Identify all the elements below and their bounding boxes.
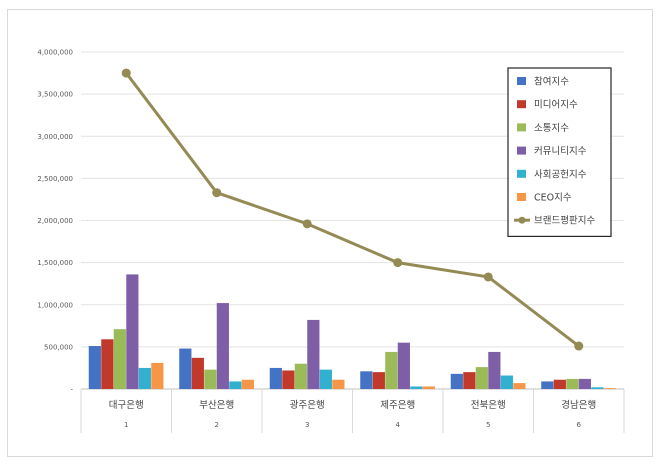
bar	[463, 372, 476, 389]
legend-label: 브랜드평판지수	[534, 216, 595, 227]
bar	[332, 379, 345, 389]
y-axis-ticks: - 500,000 1,000,000 1,500,000 2,000,000 2,500…	[37, 49, 73, 394]
legend-label: 소통지수	[534, 123, 569, 134]
bar	[578, 378, 591, 389]
x-index-label: 6	[577, 421, 582, 429]
y-tick-label: 500,000	[44, 343, 73, 351]
legend-label: 사회공헌지수	[534, 169, 587, 180]
brand-line-path	[125, 72, 580, 348]
bar	[591, 387, 604, 389]
bar	[294, 363, 307, 389]
legend-label: CEO지수	[534, 193, 572, 204]
bar	[603, 388, 616, 389]
x-index-label: 4	[396, 421, 401, 429]
x-index-label: 5	[486, 421, 490, 429]
bar	[450, 373, 463, 389]
brand-line-point	[483, 272, 493, 282]
legend-swatch	[517, 193, 526, 201]
x-category-label: 광주은행	[290, 399, 325, 411]
legend-label: 참여지수	[534, 76, 569, 88]
bar	[513, 383, 526, 389]
bar	[385, 351, 398, 389]
legend-swatch	[517, 123, 526, 132]
x-index-label: 3	[305, 421, 309, 429]
bar	[500, 375, 513, 389]
gridlines	[81, 51, 624, 390]
x-index-label: 1	[124, 421, 128, 429]
bar	[541, 381, 554, 389]
bar	[204, 369, 217, 389]
bar	[410, 386, 423, 389]
brand-line-point	[121, 68, 131, 78]
bars	[88, 274, 616, 389]
y-tick-label: 2,000,000	[37, 217, 73, 225]
x-category-label: 부산은행	[199, 399, 234, 411]
bar	[179, 348, 192, 389]
bar	[191, 357, 204, 389]
x-category-label: 제주은행	[380, 399, 415, 411]
brand-line-point	[393, 258, 403, 268]
legend-swatch	[517, 100, 526, 109]
bar	[422, 386, 435, 389]
y-tick-label: -	[70, 386, 73, 394]
x-category-label: 경남은행	[561, 399, 596, 411]
bar	[397, 342, 410, 389]
legend-swatch	[517, 77, 526, 85]
legend-label: 커뮤니티지수	[534, 146, 587, 157]
bar	[269, 367, 282, 389]
legend-swatch	[517, 146, 526, 155]
brand-line-point	[574, 341, 584, 351]
x-index-label: 2	[215, 421, 219, 429]
brand-line	[121, 68, 584, 351]
chart-frame: - 500,000 1,000,000 1,500,000 2,000,000 2,500…	[7, 9, 653, 457]
bar	[138, 367, 151, 389]
brand-line-point	[302, 219, 312, 229]
bar	[372, 372, 385, 389]
bar	[475, 367, 488, 389]
brand-line-point	[212, 188, 222, 198]
bar	[151, 362, 164, 389]
bar	[88, 346, 101, 389]
y-tick-label: 3,500,000	[37, 91, 73, 99]
y-tick-label: 4,000,000	[37, 49, 73, 57]
y-tick-label: 1,000,000	[37, 301, 73, 309]
y-tick-label: 2,500,000	[37, 175, 73, 183]
y-tick-label: 3,000,000	[37, 133, 73, 141]
bar	[307, 319, 320, 389]
legend-swatch	[517, 169, 526, 178]
x-category-label: 대구은행	[109, 399, 144, 411]
bar	[229, 381, 242, 389]
bar	[113, 329, 126, 389]
bar	[319, 369, 332, 389]
bar	[488, 351, 501, 389]
bar	[241, 379, 254, 389]
x-category-label: 전북은행	[471, 399, 506, 411]
y-tick-label: 1,500,000	[37, 259, 73, 267]
legend-label: 미디어지수	[534, 100, 578, 111]
bar	[101, 339, 114, 389]
x-axis: 대구은행 1 부산은행 2 광주은행 3 제주은행 4 전북은행 5 경남은행 6	[80, 389, 625, 433]
chart: - 500,000 1,000,000 1,500,000 2,000,000 2,500…	[37, 49, 625, 433]
bar	[566, 378, 579, 389]
bar	[553, 379, 566, 389]
bar	[126, 274, 139, 389]
bar	[216, 303, 229, 389]
bar	[282, 370, 295, 389]
legend-line-marker	[518, 216, 526, 224]
bar	[360, 371, 373, 389]
